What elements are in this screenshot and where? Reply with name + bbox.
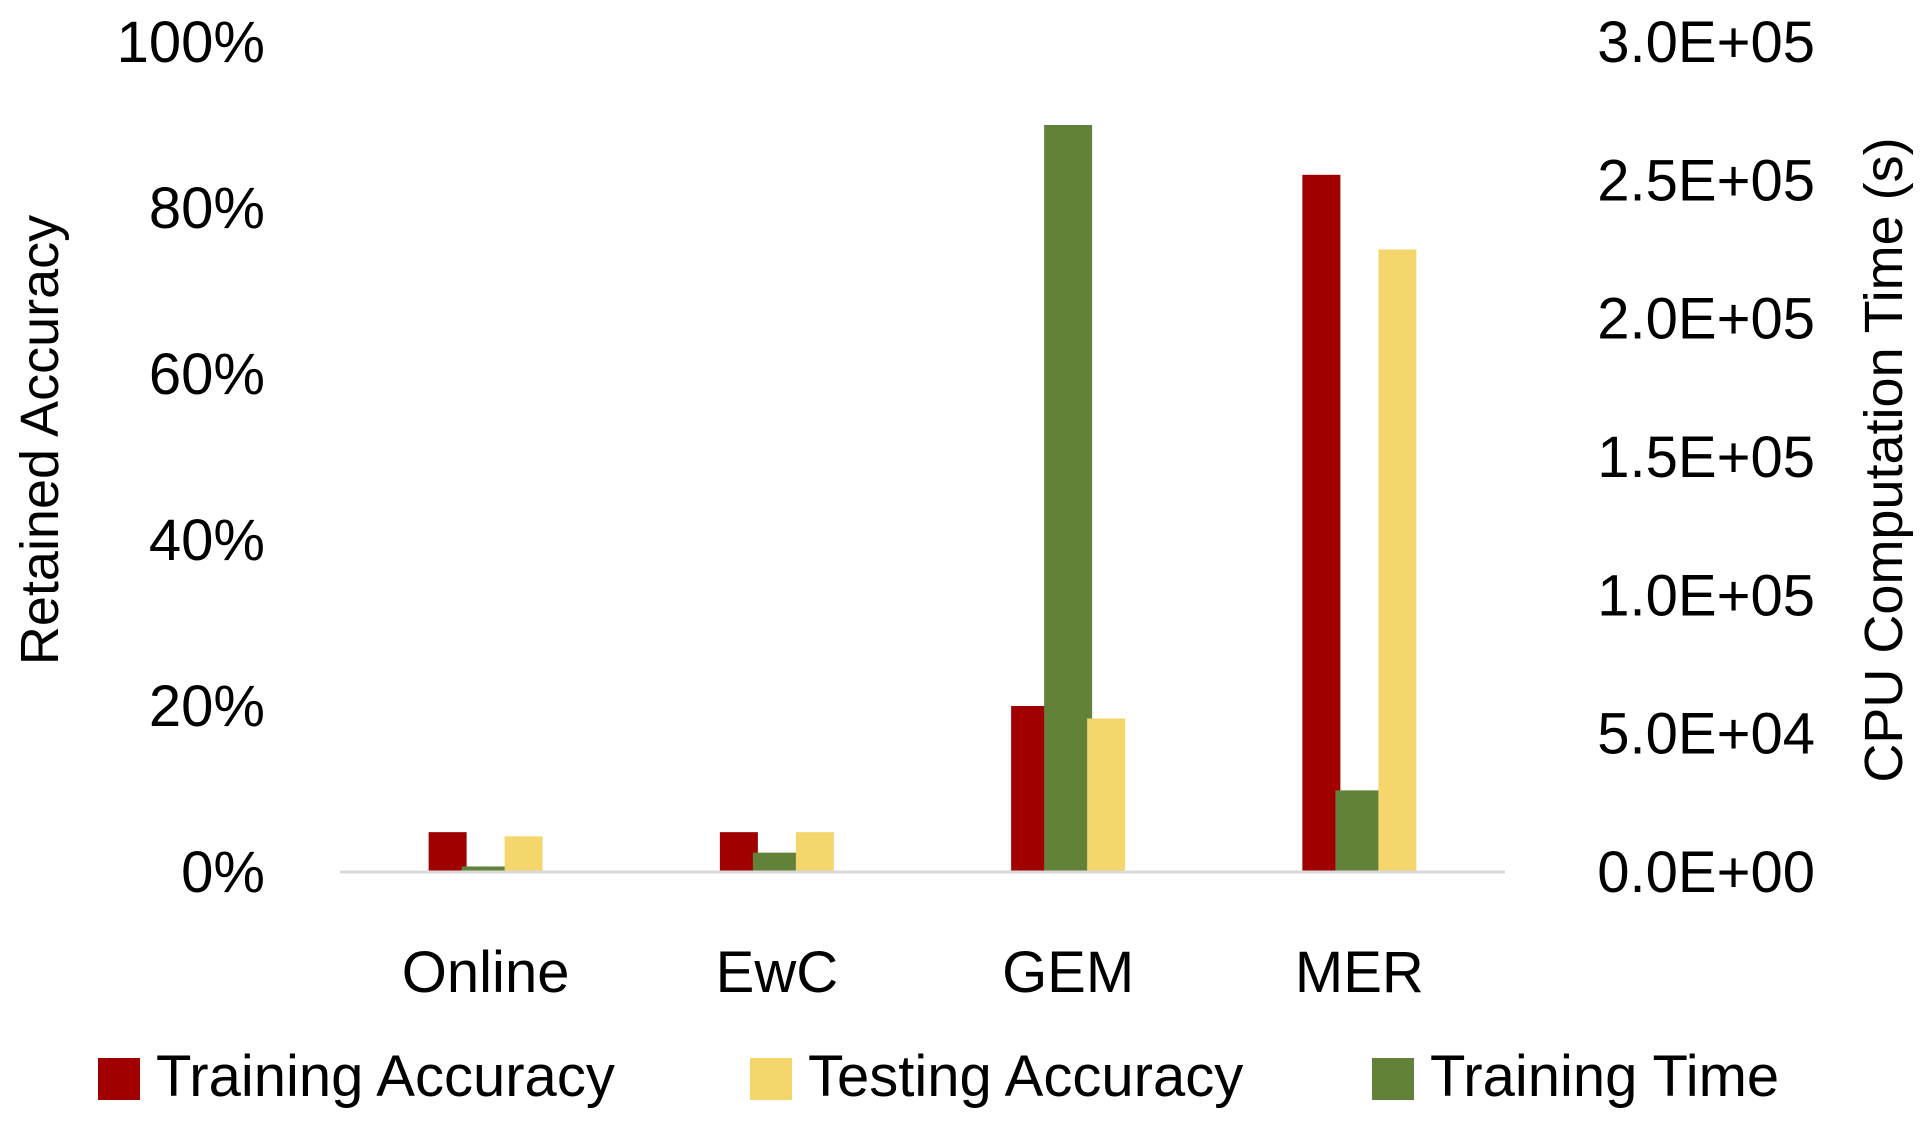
left-tick-label: 0% [181, 840, 265, 905]
x-tick-label-online: Online [402, 940, 570, 1005]
legend-swatch-testing-accuracy [750, 1058, 792, 1100]
right-tick-label: 3.0E+05 [1597, 10, 1815, 75]
x-tick-label-mer: MER [1295, 940, 1424, 1005]
bar-testing-accuracy-mer [1378, 249, 1417, 872]
bar-testing-accuracy-online [504, 836, 543, 872]
bar-training-accuracy-ewc [719, 832, 758, 872]
x-tick-label-gem: GEM [1002, 940, 1134, 1005]
right-tick-label: 2.0E+05 [1597, 287, 1815, 352]
right-axis-ticks: 0.0E+00 5.0E+04 1.0E+05 1.5E+05 2.0E+05 2.5E+… [1597, 10, 1815, 905]
left-tick-label: 80% [149, 176, 265, 241]
legend-swatch-training-accuracy [98, 1058, 140, 1100]
bar-training-accuracy-gem [1011, 706, 1050, 872]
legend-swatch-training-time [1372, 1058, 1414, 1100]
right-tick-label: 1.0E+05 [1597, 563, 1815, 628]
bar-testing-accuracy-ewc [795, 832, 834, 872]
right-tick-label: 1.5E+05 [1597, 425, 1815, 490]
bar-testing-accuracy-gem [1087, 718, 1126, 872]
bar-training-time-ewc [752, 852, 801, 872]
x-tick-label-ewc: EwC [716, 940, 838, 1005]
left-tick-label: 20% [149, 674, 265, 739]
x-axis-ticks: Online EwC GEM MER [402, 940, 1424, 1005]
legend: Training Accuracy Testing Accuracy Trainin… [98, 1044, 1779, 1109]
bar-training-time-online [461, 866, 510, 872]
legend-label-training-accuracy: Training Accuracy [156, 1044, 615, 1109]
legend-label-training-time: Training Time [1430, 1044, 1779, 1109]
left-tick-label: 100% [117, 10, 265, 75]
bar-training-accuracy-mer [1302, 174, 1341, 873]
bars-group [428, 125, 1417, 873]
right-axis-title: CPU Computation Time (s) [1854, 137, 1914, 782]
right-tick-label: 0.0E+00 [1597, 840, 1815, 905]
bar-training-time-gem [1044, 125, 1093, 872]
left-axis-title: Retained Accuracy [10, 215, 70, 665]
left-tick-label: 40% [149, 508, 265, 573]
right-tick-label: 5.0E+04 [1597, 702, 1815, 767]
bar-training-accuracy-online [428, 832, 467, 872]
left-tick-label: 60% [149, 342, 265, 407]
left-axis-ticks: 0% 20% 40% 60% 80% 100% [117, 10, 265, 905]
legend-label-testing-accuracy: Testing Accuracy [808, 1044, 1243, 1109]
bar-training-time-mer [1335, 790, 1384, 872]
right-tick-label: 2.5E+05 [1597, 148, 1815, 213]
